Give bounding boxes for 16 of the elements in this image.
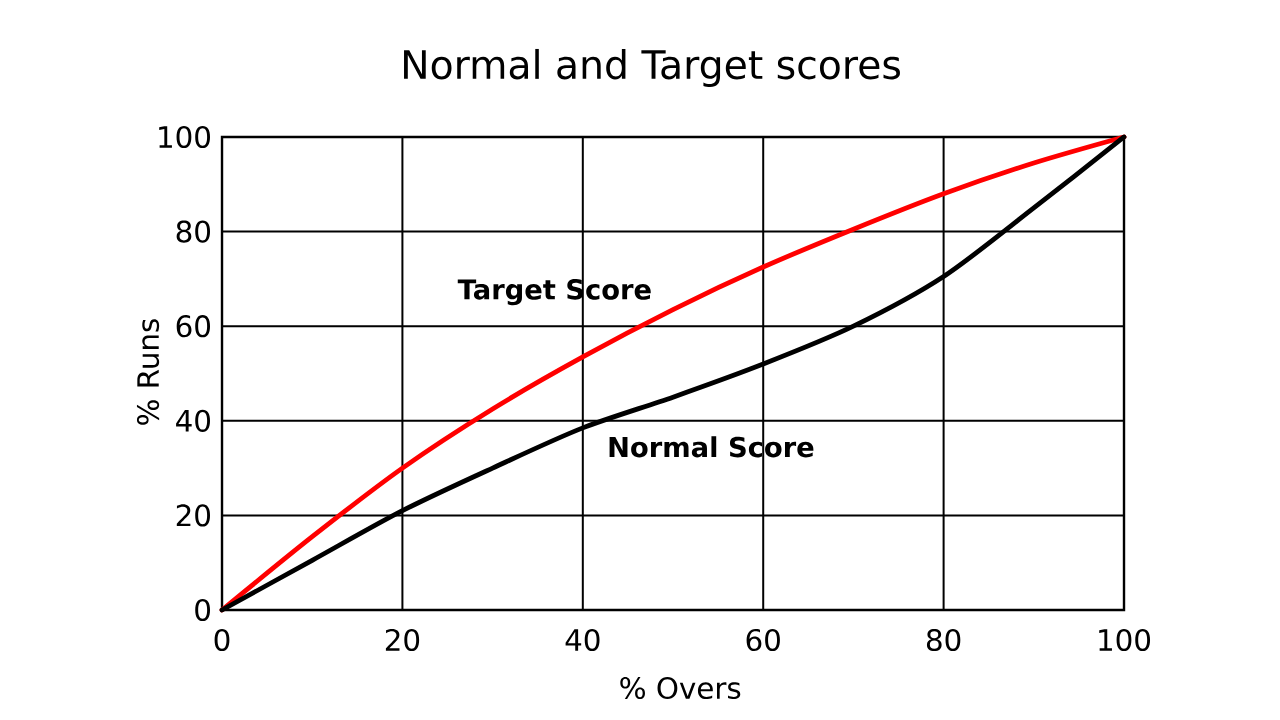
y-tick-label: 60 [176,315,210,338]
x-tick-label: 80 [926,628,961,652]
x-tick-label: 20 [385,628,420,652]
y-tick-label: 0 [195,598,211,622]
x-tick-label: 100 [1099,628,1151,652]
y-tick-label: 80 [176,220,210,243]
chart-title: Normal and Target scores [404,48,900,88]
y-tick-label: 20 [176,504,210,527]
line-series [219,134,1127,613]
y-tick-label: 100 [159,125,210,149]
y-axis-title: % Runs [136,319,160,425]
x-tick-label: 60 [746,628,780,652]
x-tick-label: 0 [214,628,230,652]
x-tick-label: 40 [565,628,600,652]
y-tick-label: 40 [176,409,210,432]
x-axis-title: % Overs [620,676,741,700]
